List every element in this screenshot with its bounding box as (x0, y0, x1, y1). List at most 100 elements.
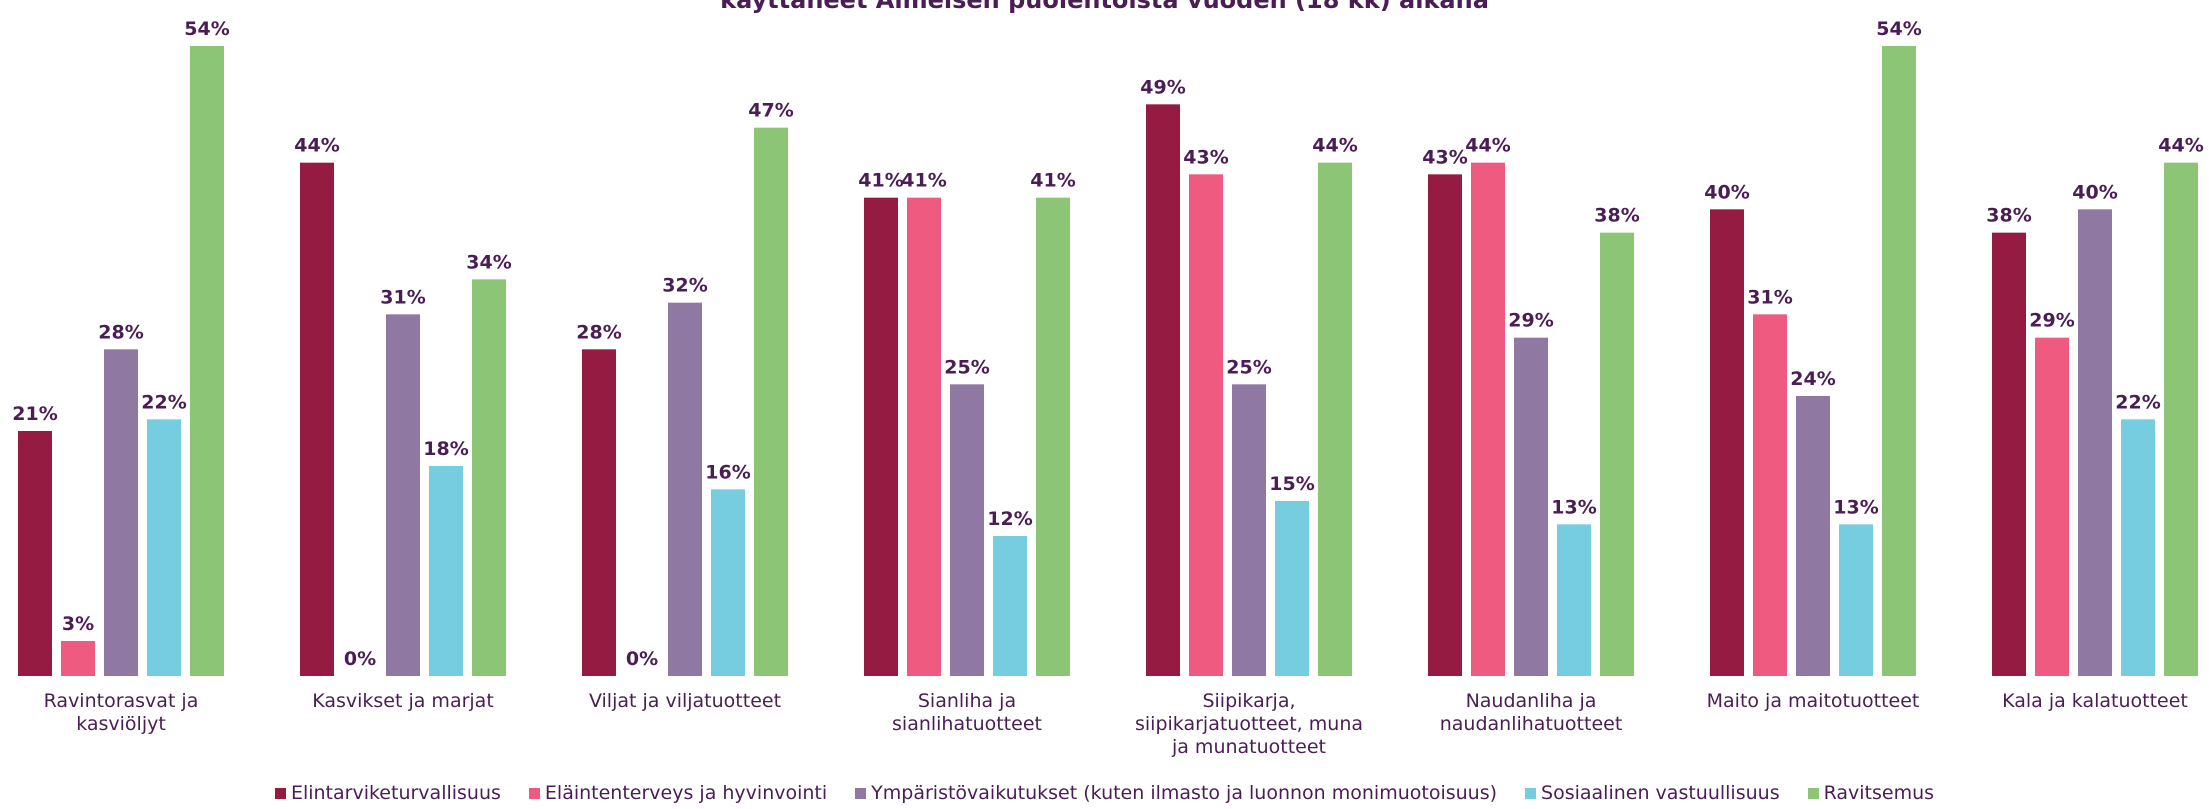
category-label: Viljat ja viljatuotteet (589, 690, 781, 712)
data-label: 38% (1594, 205, 1639, 227)
data-label: 18% (423, 438, 468, 460)
data-label: 25% (944, 356, 989, 378)
legend-label: Eläintenterveys ja hyvinvointi (544, 782, 828, 804)
data-label: 44% (1312, 135, 1357, 157)
bar (2035, 337, 2069, 676)
data-label: 43% (1422, 146, 1467, 168)
bar (1428, 174, 1462, 677)
data-label: 41% (858, 170, 903, 192)
bar (1275, 501, 1309, 676)
bar (907, 197, 941, 676)
data-label: 34% (466, 251, 511, 273)
bar (1600, 232, 1634, 676)
legend-item: Ympäristövaikutukset (kuten ilmasto ja l… (855, 782, 1497, 804)
bar (2121, 419, 2155, 676)
bar (190, 46, 224, 676)
data-label: 15% (1269, 473, 1314, 495)
bar (1882, 46, 1916, 676)
data-label: 3% (62, 613, 94, 635)
data-label: 40% (1704, 181, 1749, 203)
data-label: 49% (1140, 76, 1185, 98)
bar (300, 162, 334, 676)
legend-swatch (528, 788, 540, 799)
bar (754, 127, 788, 676)
bar (582, 349, 616, 676)
data-label: 40% (2072, 181, 2117, 203)
legend-label: Sosiaalinen vastuullisuus (1541, 782, 1780, 804)
bar (864, 197, 898, 676)
bar (429, 466, 463, 676)
data-label: 44% (1465, 135, 1510, 157)
category-label: Kala ja kalatuotteet (2002, 690, 2188, 712)
data-label: 41% (901, 170, 946, 192)
bar (668, 302, 702, 676)
data-label: 24% (1790, 368, 1835, 390)
data-label: 21% (12, 403, 57, 425)
bar (1514, 337, 1548, 676)
bar (147, 419, 181, 676)
bar (1796, 396, 1830, 676)
legend-swatch (274, 788, 286, 799)
bar (472, 279, 506, 676)
data-label: 0% (626, 648, 658, 670)
data-label: 0% (344, 648, 376, 670)
bar (1318, 162, 1352, 676)
legend-label: Ravitsemus (1823, 782, 1935, 804)
legend-swatch (855, 788, 867, 799)
bar (2078, 209, 2112, 677)
chart-title: käyttäneet Aimeisen puolentoista vuoden … (720, 0, 1489, 14)
bar (386, 314, 420, 676)
category-label: Siipikarja, siipikarjatuotteet, muna ja mu… (1135, 690, 1363, 758)
bar (104, 349, 138, 676)
legend-item: Elintarviketurvallisuus (274, 782, 501, 804)
legend-swatch (1525, 788, 1537, 799)
bar (711, 489, 745, 676)
bar (1146, 104, 1180, 677)
data-label: 22% (2115, 391, 2160, 413)
bar (1710, 209, 1744, 677)
bar (1557, 524, 1591, 676)
legend-swatch (1807, 788, 1819, 799)
bar (1036, 197, 1070, 676)
bar (1992, 232, 2026, 676)
bar (1471, 162, 1505, 676)
category-label: Maito ja maitotuotteet (1707, 690, 1920, 712)
bar (1232, 384, 1266, 676)
bar (2164, 162, 2198, 676)
data-label: 13% (1833, 496, 1878, 518)
bar (18, 431, 52, 676)
category-label: Kasvikset ja marjat (312, 690, 494, 712)
data-label: 16% (705, 461, 750, 483)
data-label: 13% (1551, 496, 1596, 518)
legend-label: Ympäristövaikutukset (kuten ilmasto ja l… (871, 782, 1498, 804)
data-label: 31% (380, 286, 425, 308)
data-label: 29% (2029, 310, 2074, 332)
data-label: 31% (1747, 286, 1792, 308)
bar (1839, 524, 1873, 676)
bar-chart: 21% 3% 28% 22% 54% Ravintorasvat ja kasviöljyt… (12, 18, 2203, 758)
bar (61, 641, 95, 676)
data-label: 22% (141, 391, 186, 413)
legend-item: Eläintenterveys ja hyvinvointi (528, 782, 828, 804)
data-label: 54% (1876, 18, 1921, 40)
data-label: 28% (98, 321, 143, 343)
data-label: 44% (294, 135, 339, 157)
data-label: 38% (1986, 205, 2031, 227)
data-label: 12% (987, 508, 1032, 530)
category-label: Naudanliha ja naudanlihatuotteet (1440, 690, 1623, 735)
data-label: 29% (1508, 310, 1553, 332)
data-label: 41% (1030, 170, 1075, 192)
data-label: 25% (1226, 356, 1271, 378)
category-label: Sianliha ja sianlihatuotteet (892, 690, 1042, 735)
legend-label: Elintarviketurvallisuus (290, 782, 501, 804)
data-label: 47% (748, 100, 793, 122)
bar (1189, 174, 1223, 677)
bar (993, 536, 1027, 676)
category-label: Ravintorasvat ja kasviöljyt (44, 690, 199, 735)
chart-legend: Elintarviketurvallisuus Eläintenterveys j… (0, 782, 2209, 804)
data-label: 28% (576, 321, 621, 343)
legend-item: Ravitsemus (1807, 782, 1935, 804)
bar (1753, 314, 1787, 676)
bar (950, 384, 984, 676)
data-label: 32% (662, 275, 707, 297)
